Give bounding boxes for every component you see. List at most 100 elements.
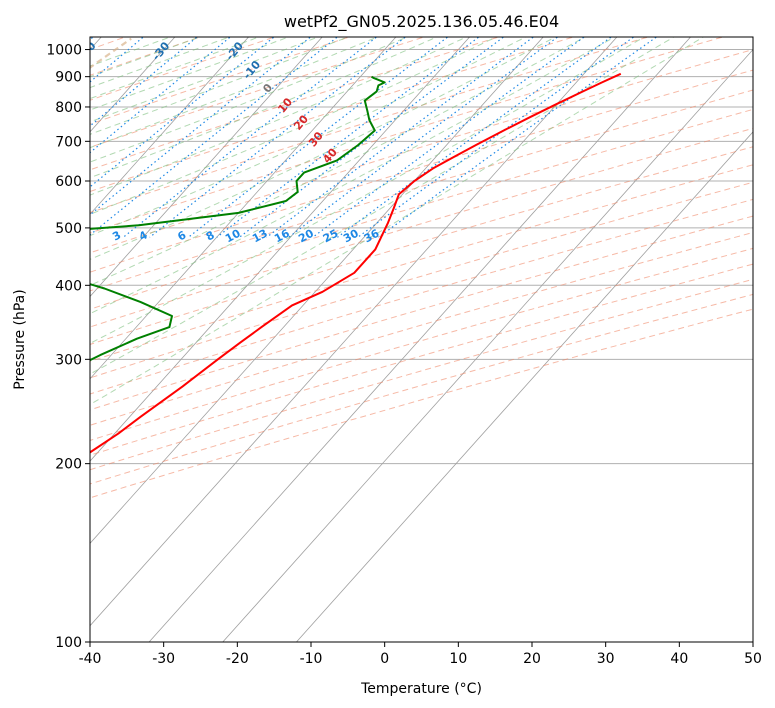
y-tick-label: 700 [55, 134, 82, 150]
x-tick-label: -30 [152, 651, 175, 667]
isotherm-line [90, 37, 471, 462]
dry-adiabat-line [90, 108, 753, 310]
mixing-ratio-label: 3 [110, 228, 123, 243]
x-tick-label: -20 [226, 651, 249, 667]
dry-adiabat-line [90, 293, 753, 485]
dewpoint-profile-line [90, 75, 386, 362]
mixing-ratio-label: 10 [223, 227, 243, 246]
moist-adiabat-line [90, 37, 498, 215]
moist-adiabat-line [90, 37, 409, 163]
chart-title: wetPf2_GN05.2025.136.05.46.E04 [284, 12, 559, 32]
mixing-ratio-line [188, 37, 449, 238]
y-tick-label: 600 [55, 174, 82, 190]
x-tick-label: -10 [300, 651, 323, 667]
y-tick-label: 100 [55, 635, 82, 651]
mixing-ratio-line [288, 37, 559, 238]
mixing-ratio-label: 8 [204, 228, 217, 243]
mixing-ratio-line [149, 37, 407, 238]
dry-adiabat-label: -10 [240, 58, 263, 82]
dry-adiabat-label: 20 [291, 112, 311, 132]
x-tick-label: -40 [79, 651, 102, 667]
dry-adiabat-line [90, 278, 753, 471]
moist-adiabat-line [90, 37, 350, 135]
isotherm-line [90, 37, 397, 380]
dry-adiabat-label: -50 [2, 39, 25, 63]
mixing-ratio-label: 30 [341, 227, 361, 246]
moist-adiabat-line [90, 37, 587, 286]
y-tick-label: 200 [55, 457, 82, 473]
moist-adiabat-line [90, 37, 231, 89]
dry-adiabat-line [90, 37, 651, 214]
dry-adiabat-line [90, 69, 753, 273]
isotherm-line [295, 131, 753, 642]
mixing-ratio-line [378, 37, 658, 238]
x-tick-label: 50 [744, 651, 762, 667]
dry-adiabat-line [90, 37, 202, 76]
x-tick-label: 0 [380, 651, 389, 667]
mixing-ratio-label: 36 [362, 227, 382, 246]
moist-adiabat-line [90, 37, 468, 196]
moist-adiabat-line [90, 37, 646, 344]
dry-adiabat-line [90, 263, 753, 456]
x-tick-label: 30 [597, 651, 615, 667]
isotherm-line [90, 37, 544, 545]
dry-adiabat-line [90, 37, 576, 193]
plot-area: 0.10.20.40.611.52346810131620253036-100-… [0, 35, 753, 653]
dry-adiabat-label: -40 [76, 39, 99, 63]
dry-adiabat-line [90, 181, 753, 379]
plot-frame [89, 36, 754, 643]
isotherm-line [90, 37, 250, 215]
mixing-ratio-line [90, 37, 312, 216]
isotherm-line [148, 37, 692, 642]
moist-adiabat-line [90, 37, 202, 78]
x-tick-label: 40 [670, 651, 688, 667]
mixing-ratio-line [357, 37, 635, 238]
x-axis-label: Temperature (°C) [360, 681, 482, 697]
dry-adiabat-line [90, 146, 753, 345]
y-tick-label: 900 [55, 70, 82, 86]
mixing-ratio-line [312, 37, 586, 238]
isotherm-line [90, 37, 618, 627]
mixing-ratio-line [337, 37, 613, 238]
dry-adiabat-line [90, 37, 501, 171]
y-axis-ticks: 100 200 300 400 500 600 700 800 900 1000 [46, 43, 90, 651]
moist-adiabat-line [90, 37, 290, 111]
isotherm-line [222, 48, 753, 642]
dry-adiabat-line [90, 247, 753, 441]
mixing-ratio-label: 1 [16, 228, 29, 243]
y-tick-label: 300 [55, 352, 82, 368]
mixing-ratio-line [122, 37, 378, 238]
moist-adiabat-line [90, 37, 261, 100]
dry-adiabat-label: 30 [306, 129, 326, 149]
dry-adiabat-line [0, 35, 57, 653]
y-axis-label: Pressure (hPa) [12, 289, 28, 389]
moist-adiabat-line [90, 37, 320, 123]
dry-adiabat-line [90, 198, 753, 395]
y-tick-label: 800 [55, 100, 82, 116]
moist-adiabats [90, 37, 705, 406]
y-tick-label: 400 [55, 278, 82, 294]
moist-adiabat-line [90, 37, 527, 237]
dry-adiabat-line [90, 308, 753, 499]
profile-series [90, 72, 622, 454]
moist-adiabat-line [90, 37, 439, 179]
moist-adiabat-line [90, 37, 675, 375]
y-tick-label: 500 [55, 221, 82, 237]
mixing-ratio-label: 25 [321, 227, 341, 246]
mixing-ratio-line [216, 37, 480, 238]
mixing-ratio-label: 4 [137, 228, 150, 243]
dry-adiabats [0, 35, 753, 653]
dry-adiabat-line [90, 215, 753, 411]
isotherm-line [90, 37, 323, 298]
mixing-ratio-lines [90, 37, 658, 238]
mixing-ratio-label: 16 [272, 227, 292, 246]
dry-adiabat-line [90, 89, 753, 292]
moist-adiabat-line [90, 37, 705, 406]
x-tick-label: 20 [523, 651, 541, 667]
moist-adiabat-line [90, 37, 616, 315]
mixing-ratio-line [90, 37, 339, 236]
x-axis-ticks: -40 -30 -20 -10 0 10 20 30 40 50 [79, 642, 762, 667]
mixing-ratio-label: 13 [250, 227, 270, 246]
dry-adiabat-line [90, 49, 753, 254]
